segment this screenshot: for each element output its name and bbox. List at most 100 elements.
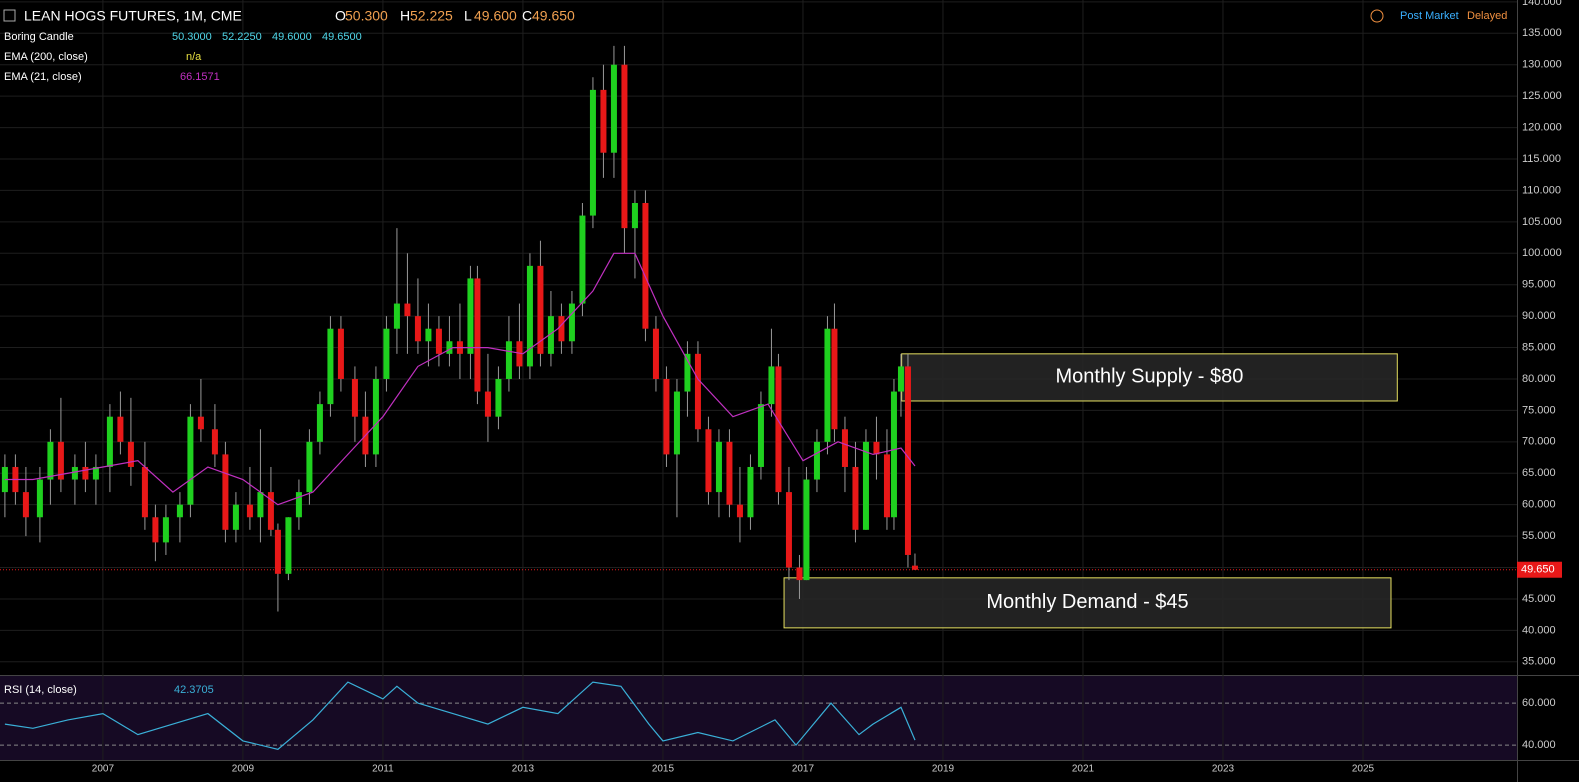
ohlc-key: H — [400, 8, 410, 24]
y-tick-label: 85.000 — [1522, 341, 1556, 353]
candle-body — [484, 391, 491, 417]
y-tick-label: 65.000 — [1522, 467, 1556, 479]
warning-icon[interactable] — [1370, 9, 1384, 23]
indicator-value: 49.6500 — [322, 31, 362, 43]
x-tick-label: 2019 — [932, 764, 955, 775]
x-tick-label: 2009 — [232, 764, 255, 775]
ohlc-value: 49.650 — [532, 8, 575, 24]
candle-body — [516, 341, 523, 367]
candle-body — [285, 517, 292, 574]
candle-body — [621, 64, 628, 229]
candle-body — [117, 416, 124, 442]
candle-body — [337, 328, 344, 379]
candle-body — [841, 429, 848, 467]
y-tick-label: 35.000 — [1522, 656, 1556, 668]
candle-body — [862, 441, 869, 530]
candle-body — [474, 278, 481, 392]
candle-body — [187, 416, 194, 505]
x-tick-label: 2023 — [1212, 764, 1235, 775]
candle-body — [162, 517, 169, 543]
candle-body — [306, 441, 313, 493]
candle-body — [393, 303, 400, 329]
candle-body — [736, 504, 743, 518]
candle-body — [785, 492, 792, 568]
indicator-value: n/a — [186, 51, 202, 63]
candle-body — [652, 328, 659, 379]
candle-body — [211, 429, 218, 455]
symbol-title[interactable]: LEAN HOGS FUTURES, 1M, CME — [24, 8, 242, 24]
candle-body — [813, 441, 820, 480]
candle-body — [152, 517, 159, 543]
candle-body — [127, 441, 134, 467]
y-tick-label: 60.000 — [1522, 697, 1556, 709]
candle-body — [295, 492, 302, 518]
y-tick-label: 45.000 — [1522, 593, 1556, 605]
candle-body — [757, 404, 764, 467]
candle-body — [904, 366, 911, 555]
candle-body — [589, 89, 596, 216]
zone-box — [901, 353, 1398, 402]
zone-box — [783, 577, 1392, 629]
ohlc-key: C — [522, 8, 532, 24]
candle-body — [22, 492, 29, 518]
indicator-value: 49.6000 — [272, 31, 312, 43]
candle-body — [197, 416, 204, 430]
y-tick-label: 95.000 — [1522, 279, 1556, 291]
y-tick-label: 135.000 — [1522, 27, 1562, 39]
ohlc-key: L — [464, 8, 472, 24]
candle-body — [141, 466, 148, 518]
candle-body — [673, 391, 680, 455]
y-tick-label: 105.000 — [1522, 216, 1562, 228]
indicator-value: 42.3705 — [174, 684, 214, 696]
rsi-line — [4, 681, 916, 750]
ohlc-value: 49.600 — [474, 8, 517, 24]
indicator-name: RSI (14, close) — [4, 684, 77, 696]
y-tick-label: 100.000 — [1522, 247, 1562, 259]
y-tick-label: 115.000 — [1522, 153, 1561, 165]
y-tick-label: 40.000 — [1522, 739, 1556, 751]
zone-label: Monthly Demand - $45 — [986, 591, 1188, 613]
delay-status: Delayed — [1467, 10, 1507, 22]
candle-body — [911, 565, 918, 570]
candle-body — [796, 567, 803, 581]
y-tick-label: 75.000 — [1522, 404, 1556, 416]
candle-body — [316, 404, 323, 442]
candle-body — [684, 353, 691, 392]
candle-body — [726, 441, 733, 505]
candle-body — [610, 64, 617, 153]
indicator-value: 50.3000 — [172, 31, 212, 43]
marks — [0, 45, 1517, 750]
y-tick-label: 40.000 — [1522, 624, 1556, 636]
candle-body — [547, 316, 554, 354]
y-tick-label: 60.000 — [1522, 499, 1556, 511]
candle-body — [883, 454, 890, 518]
candle-body — [57, 441, 64, 480]
candle-body — [600, 89, 607, 153]
candle-body — [526, 265, 533, 367]
y-tick-label: 90.000 — [1522, 310, 1556, 322]
indicator-name: EMA (200, close) — [4, 51, 88, 63]
candle-body — [768, 366, 775, 405]
x-tick-label: 2011 — [372, 764, 394, 775]
candle-body — [467, 278, 474, 354]
candle-body — [222, 454, 229, 530]
ohlc-value: 52.225 — [410, 8, 453, 24]
candle-body — [82, 466, 89, 480]
candle-body — [824, 328, 831, 442]
candle-body — [414, 316, 421, 342]
candle-body — [404, 303, 411, 317]
candle-body — [106, 416, 113, 467]
y-tick-label: 110.000 — [1522, 184, 1561, 196]
menu-icon[interactable] — [3, 9, 16, 22]
last-price-tag — [1517, 561, 1562, 578]
indicator-name: Boring Candle — [4, 31, 74, 43]
indicator-name: EMA (21, close) — [4, 71, 82, 83]
overlay: LEAN HOGS FUTURES, 1M, CME Post Market D… — [3, 8, 1562, 696]
rsi-pane — [0, 676, 1517, 760]
last-price-label: 49.650 — [1521, 564, 1555, 576]
x-tick-label: 2017 — [792, 764, 815, 775]
candle-body — [446, 341, 453, 354]
indicator-value: 52.2250 — [222, 31, 262, 43]
y-tick-label: 70.000 — [1522, 436, 1556, 448]
